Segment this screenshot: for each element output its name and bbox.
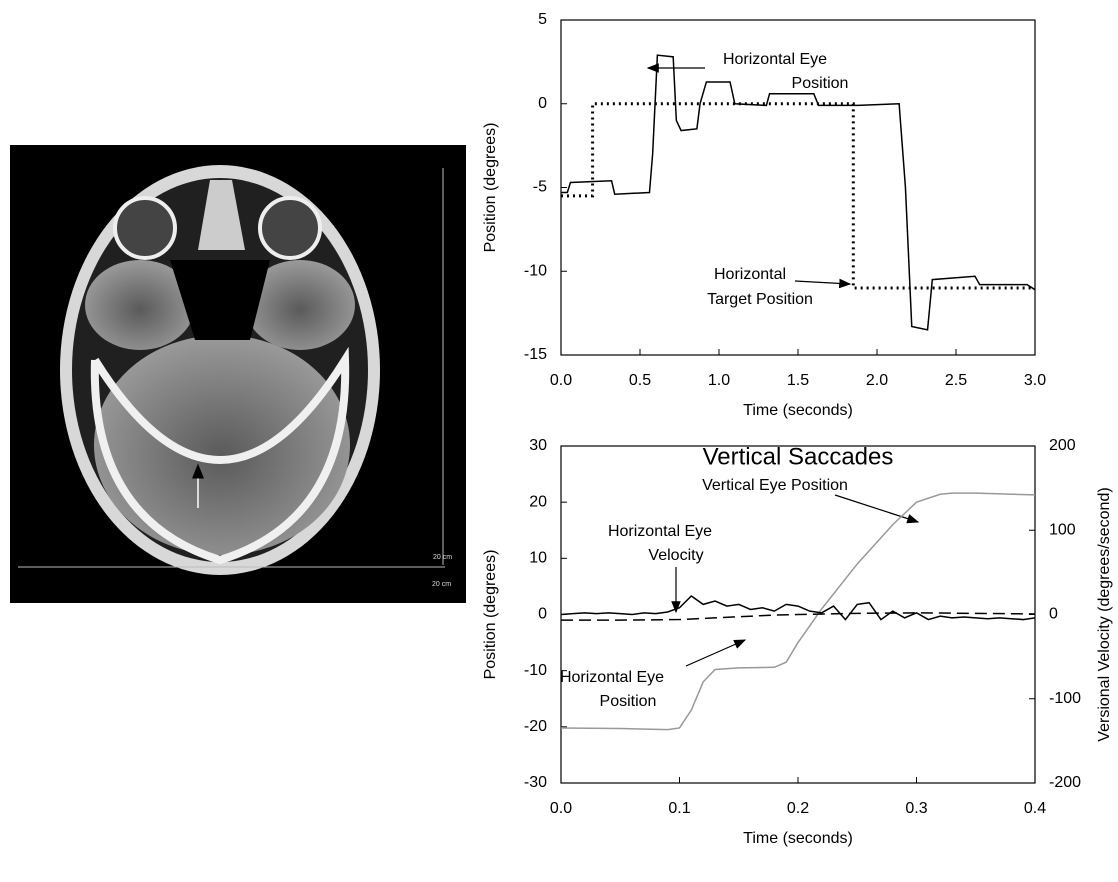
annotation: Horizontal Eye <box>560 669 664 686</box>
x-tick-label: 0.5 <box>629 372 651 389</box>
annotation: Horizontal Eye <box>723 51 827 68</box>
data-line <box>561 104 1035 288</box>
annotation: Position <box>600 693 657 710</box>
y2-tick-label: 200 <box>1049 437 1076 454</box>
x-tick-label: 0.2 <box>787 800 809 817</box>
y-tick-label: -20 <box>524 718 547 735</box>
y-tick-label: 10 <box>529 550 547 567</box>
y-tick-label: 5 <box>538 11 547 28</box>
scale-label: 20 cm <box>432 581 451 588</box>
y2-tick-label: -100 <box>1049 690 1081 707</box>
figure: 20 cm 20 cm 0.0 0.5 1.0 1.5 2.0 2.5 3.0 -15 -10 -… <box>0 0 1118 877</box>
y-tick-label: 30 <box>529 437 547 454</box>
scale-label: 20 cm <box>433 554 452 561</box>
x-tick-label: 3.0 <box>1024 372 1046 389</box>
x-tick-label: 0.0 <box>550 372 572 389</box>
y-tick-label: 0 <box>538 95 547 112</box>
y2-tick-label: -200 <box>1049 774 1081 791</box>
annotation: Target Position <box>707 291 813 308</box>
y-tick-label: -15 <box>524 346 547 363</box>
arrows <box>648 68 918 666</box>
x-tick-label: 0.4 <box>1024 800 1046 817</box>
annotation: Velocity <box>648 547 703 564</box>
x-tick-label: 1.5 <box>787 372 809 389</box>
y-tick-label: -10 <box>524 262 547 279</box>
x-tick-label: 2.5 <box>945 372 967 389</box>
y-tick-label: 0 <box>538 606 547 623</box>
y-tick-label: 20 <box>529 493 547 510</box>
annotation: Position <box>792 75 849 92</box>
annotation: Vertical Eye Position <box>702 477 848 494</box>
ct-image: 20 cm 20 cm <box>10 145 466 603</box>
y2-tick-label: 100 <box>1049 521 1076 538</box>
x-tick-label: 1.0 <box>708 372 730 389</box>
y2-axis-label: Versional Velocity (degrees/second) <box>1096 487 1113 741</box>
x-tick-label: 2.0 <box>866 372 888 389</box>
y-tick-label: -10 <box>524 662 547 679</box>
y2-tick-label: 0 <box>1049 606 1058 623</box>
annotation: Horizontal Eye <box>608 523 712 540</box>
y-tick-label: -5 <box>533 179 547 196</box>
x-tick-label: 0.3 <box>905 800 927 817</box>
y-axis-label: Position (degrees) <box>482 123 499 253</box>
x-axis-label: Time (seconds) <box>743 830 853 847</box>
x-tick-label: 0.0 <box>550 800 572 817</box>
annotation: Horizontal <box>714 266 786 283</box>
data-line <box>561 596 1035 620</box>
y-axis-label: Position (degrees) <box>482 550 499 680</box>
y-tick-label: -30 <box>524 774 547 791</box>
x-axis-label: Time (seconds) <box>743 402 853 419</box>
x-tick-label: 0.1 <box>668 800 690 817</box>
chart-title: Vertical Saccades <box>703 443 894 470</box>
